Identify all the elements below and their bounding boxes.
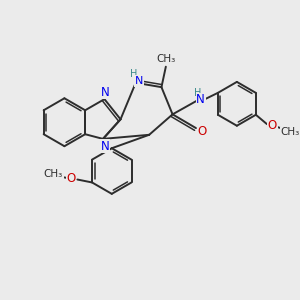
Text: N: N <box>101 140 110 153</box>
Text: N: N <box>196 93 205 106</box>
Text: CH₃: CH₃ <box>156 53 176 64</box>
Text: N: N <box>134 76 143 86</box>
Text: CH₃: CH₃ <box>280 127 299 137</box>
Text: O: O <box>268 119 277 132</box>
Text: CH₃: CH₃ <box>44 169 63 179</box>
Text: O: O <box>66 172 76 185</box>
Text: O: O <box>198 125 207 138</box>
Text: H: H <box>194 88 201 98</box>
Text: H: H <box>130 69 137 79</box>
Text: N: N <box>101 85 110 99</box>
